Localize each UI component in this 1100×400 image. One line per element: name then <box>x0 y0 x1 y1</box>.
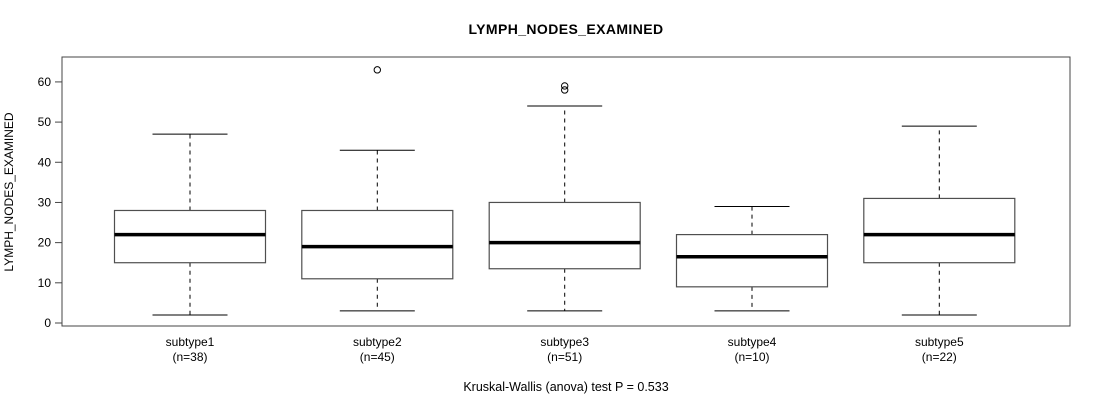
plot-frame <box>61 56 1071 327</box>
group-n-label: (n=10) <box>734 349 770 364</box>
y-tick-label: 30 <box>38 195 52 209</box>
statistical-test-caption: Kruskal-Wallis (anova) test P = 0.533 <box>463 380 669 394</box>
group-name-label: subtype2 <box>352 335 402 349</box>
outlier-point <box>561 86 569 94</box>
x-axis-group-label: subtype2 (n=45) <box>287 335 467 364</box>
y-tick-label: 40 <box>38 155 52 169</box>
group-name-label: subtype4 <box>727 335 777 349</box>
iqr-box <box>675 233 829 288</box>
group-n-label: (n=38) <box>172 349 208 364</box>
x-axis-group-label: subtype4 (n=10) <box>662 335 842 364</box>
x-axis-group-label: subtype5 (n=22) <box>849 335 1029 364</box>
group-name-label: subtype1 <box>165 335 215 349</box>
group-n-label: (n=22) <box>921 349 957 364</box>
x-axis-group-label: subtype1 (n=38) <box>100 335 280 364</box>
y-tick-label: 0 <box>44 316 51 330</box>
y-tick-label: 50 <box>38 115 52 129</box>
y-tick-label: 10 <box>38 276 52 290</box>
chart-title: LYMPH_NODES_EXAMINED <box>468 21 664 37</box>
group-n-label: (n=51) <box>547 349 583 364</box>
outlier-point <box>373 66 381 74</box>
outlier-point <box>561 82 569 90</box>
y-tick-label: 20 <box>38 236 52 250</box>
iqr-box <box>113 209 267 264</box>
x-axis-group-label: subtype3 (n=51) <box>475 335 655 364</box>
iqr-box <box>863 197 1016 264</box>
group-n-label: (n=45) <box>359 349 395 364</box>
y-tick-label: 60 <box>38 75 52 89</box>
group-name-label: subtype5 <box>914 335 964 349</box>
iqr-box <box>301 209 454 280</box>
iqr-box <box>488 201 641 270</box>
group-name-label: subtype3 <box>540 335 590 349</box>
